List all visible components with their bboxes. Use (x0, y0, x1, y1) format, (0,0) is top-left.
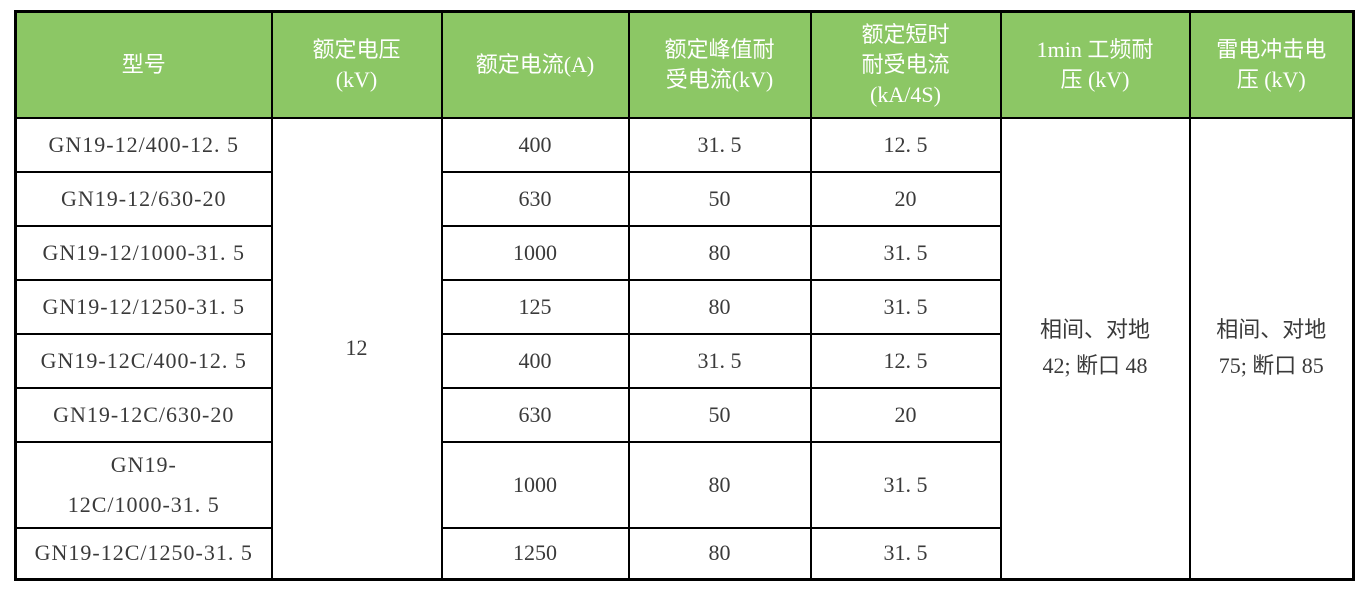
table-row: GN19-12/630-20 630 50 20 (14, 170, 1354, 227)
cell-model: GN19-12/630-20 (14, 170, 273, 227)
cell-rated-voltage: 12 (270, 116, 443, 581)
col-header-rated-voltage: 额定电压 (kV) (270, 10, 443, 119)
col-header-rated-current: 额定电流(A) (440, 10, 630, 119)
cell-rated-current: 1250 (440, 526, 630, 581)
cell-model: GN19- 12C/1000-31. 5 (14, 440, 273, 529)
table-row: GN19-12/1250-31. 5 125 80 31. 5 (14, 278, 1354, 335)
table-row: GN19-12C/1250-31. 5 1250 80 31. 5 (14, 526, 1354, 581)
cell-peak-withstand: 80 (627, 224, 812, 281)
cell-short-time-withstand: 31. 5 (809, 224, 1002, 281)
cell-model: GN19-12/1000-31. 5 (14, 224, 273, 281)
cell-short-time-withstand: 31. 5 (809, 440, 1002, 529)
cell-peak-withstand: 80 (627, 278, 812, 335)
cell-peak-withstand: 80 (627, 526, 812, 581)
cell-rated-current: 630 (440, 386, 630, 443)
col-header-short-time-withstand-current: 额定短时 耐受电流 (kA/4S) (809, 10, 1002, 119)
cell-peak-withstand: 31. 5 (627, 116, 812, 173)
col-header-lightning-impulse-voltage: 雷电冲击电 压 (kV) (1188, 10, 1355, 119)
table-row: GN19- 12C/1000-31. 5 1000 80 31. 5 (14, 440, 1354, 529)
cell-rated-current: 125 (440, 278, 630, 335)
cell-short-time-withstand: 12. 5 (809, 116, 1002, 173)
table-row: GN19-12C/400-12. 5 400 31. 5 12. 5 (14, 332, 1354, 389)
cell-rated-current: 1000 (440, 440, 630, 529)
cell-lightning-impulse: 相间、对地 75; 断口 85 (1188, 116, 1355, 581)
cell-short-time-withstand: 20 (809, 386, 1002, 443)
table-row: GN19-12/400-12. 5 12 400 31. 5 12. 5 相间、… (14, 116, 1355, 581)
header-row: 型号 额定电压 (kV) 额定电流(A) 额定峰值耐 受电流(kV) 额定短时 … (14, 10, 1355, 119)
cell-power-frequency-withstand: 相间、对地 42; 断口 48 (999, 116, 1191, 581)
cell-rated-current: 400 (440, 116, 630, 173)
cell-model: GN19-12/400-12. 5 (14, 116, 273, 173)
cell-peak-withstand: 50 (627, 386, 812, 443)
cell-rated-current: 1000 (440, 224, 630, 281)
cell-model: GN19-12C/1250-31. 5 (14, 526, 273, 581)
col-header-model: 型号 (14, 10, 273, 119)
col-header-power-frequency-withstand-voltage: 1min 工频耐 压 (kV) (999, 10, 1191, 119)
cell-model: GN19-12/1250-31. 5 (14, 278, 273, 335)
cell-model: GN19-12C/400-12. 5 (14, 332, 273, 389)
cell-peak-withstand: 80 (627, 440, 812, 529)
cell-rated-current: 630 (440, 170, 630, 227)
cell-short-time-withstand: 12. 5 (809, 332, 1002, 389)
cell-rated-current: 400 (440, 332, 630, 389)
table-row: GN19-12/1000-31. 5 1000 80 31. 5 (14, 224, 1354, 281)
table-row: GN19-12C/630-20 630 50 20 (14, 386, 1354, 443)
cell-short-time-withstand: 20 (809, 170, 1002, 227)
cell-short-time-withstand: 31. 5 (809, 278, 1002, 335)
cell-peak-withstand: 50 (627, 170, 812, 227)
cell-peak-withstand: 31. 5 (627, 332, 812, 389)
cell-model: GN19-12C/630-20 (14, 386, 273, 443)
col-header-peak-withstand-current: 额定峰值耐 受电流(kV) (627, 10, 812, 119)
spec-table: 型号 额定电压 (kV) 额定电流(A) 额定峰值耐 受电流(kV) 额定短时 … (14, 10, 1355, 581)
cell-short-time-withstand: 31. 5 (809, 526, 1002, 581)
